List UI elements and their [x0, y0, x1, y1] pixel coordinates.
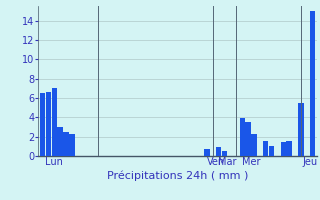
- Bar: [298, 103, 304, 156]
- Bar: [239, 118, 245, 156]
- Bar: [204, 149, 210, 156]
- Bar: [69, 134, 75, 156]
- Bar: [57, 127, 63, 156]
- Bar: [310, 11, 316, 156]
- Bar: [245, 122, 251, 156]
- Bar: [63, 132, 69, 156]
- X-axis label: Précipitations 24h ( mm ): Précipitations 24h ( mm ): [107, 170, 248, 181]
- Bar: [216, 147, 221, 156]
- Bar: [46, 92, 51, 156]
- Bar: [52, 88, 57, 156]
- Bar: [281, 142, 286, 156]
- Bar: [286, 141, 292, 156]
- Bar: [40, 93, 45, 156]
- Bar: [251, 134, 257, 156]
- Bar: [263, 141, 268, 156]
- Bar: [269, 146, 274, 156]
- Bar: [222, 151, 227, 156]
